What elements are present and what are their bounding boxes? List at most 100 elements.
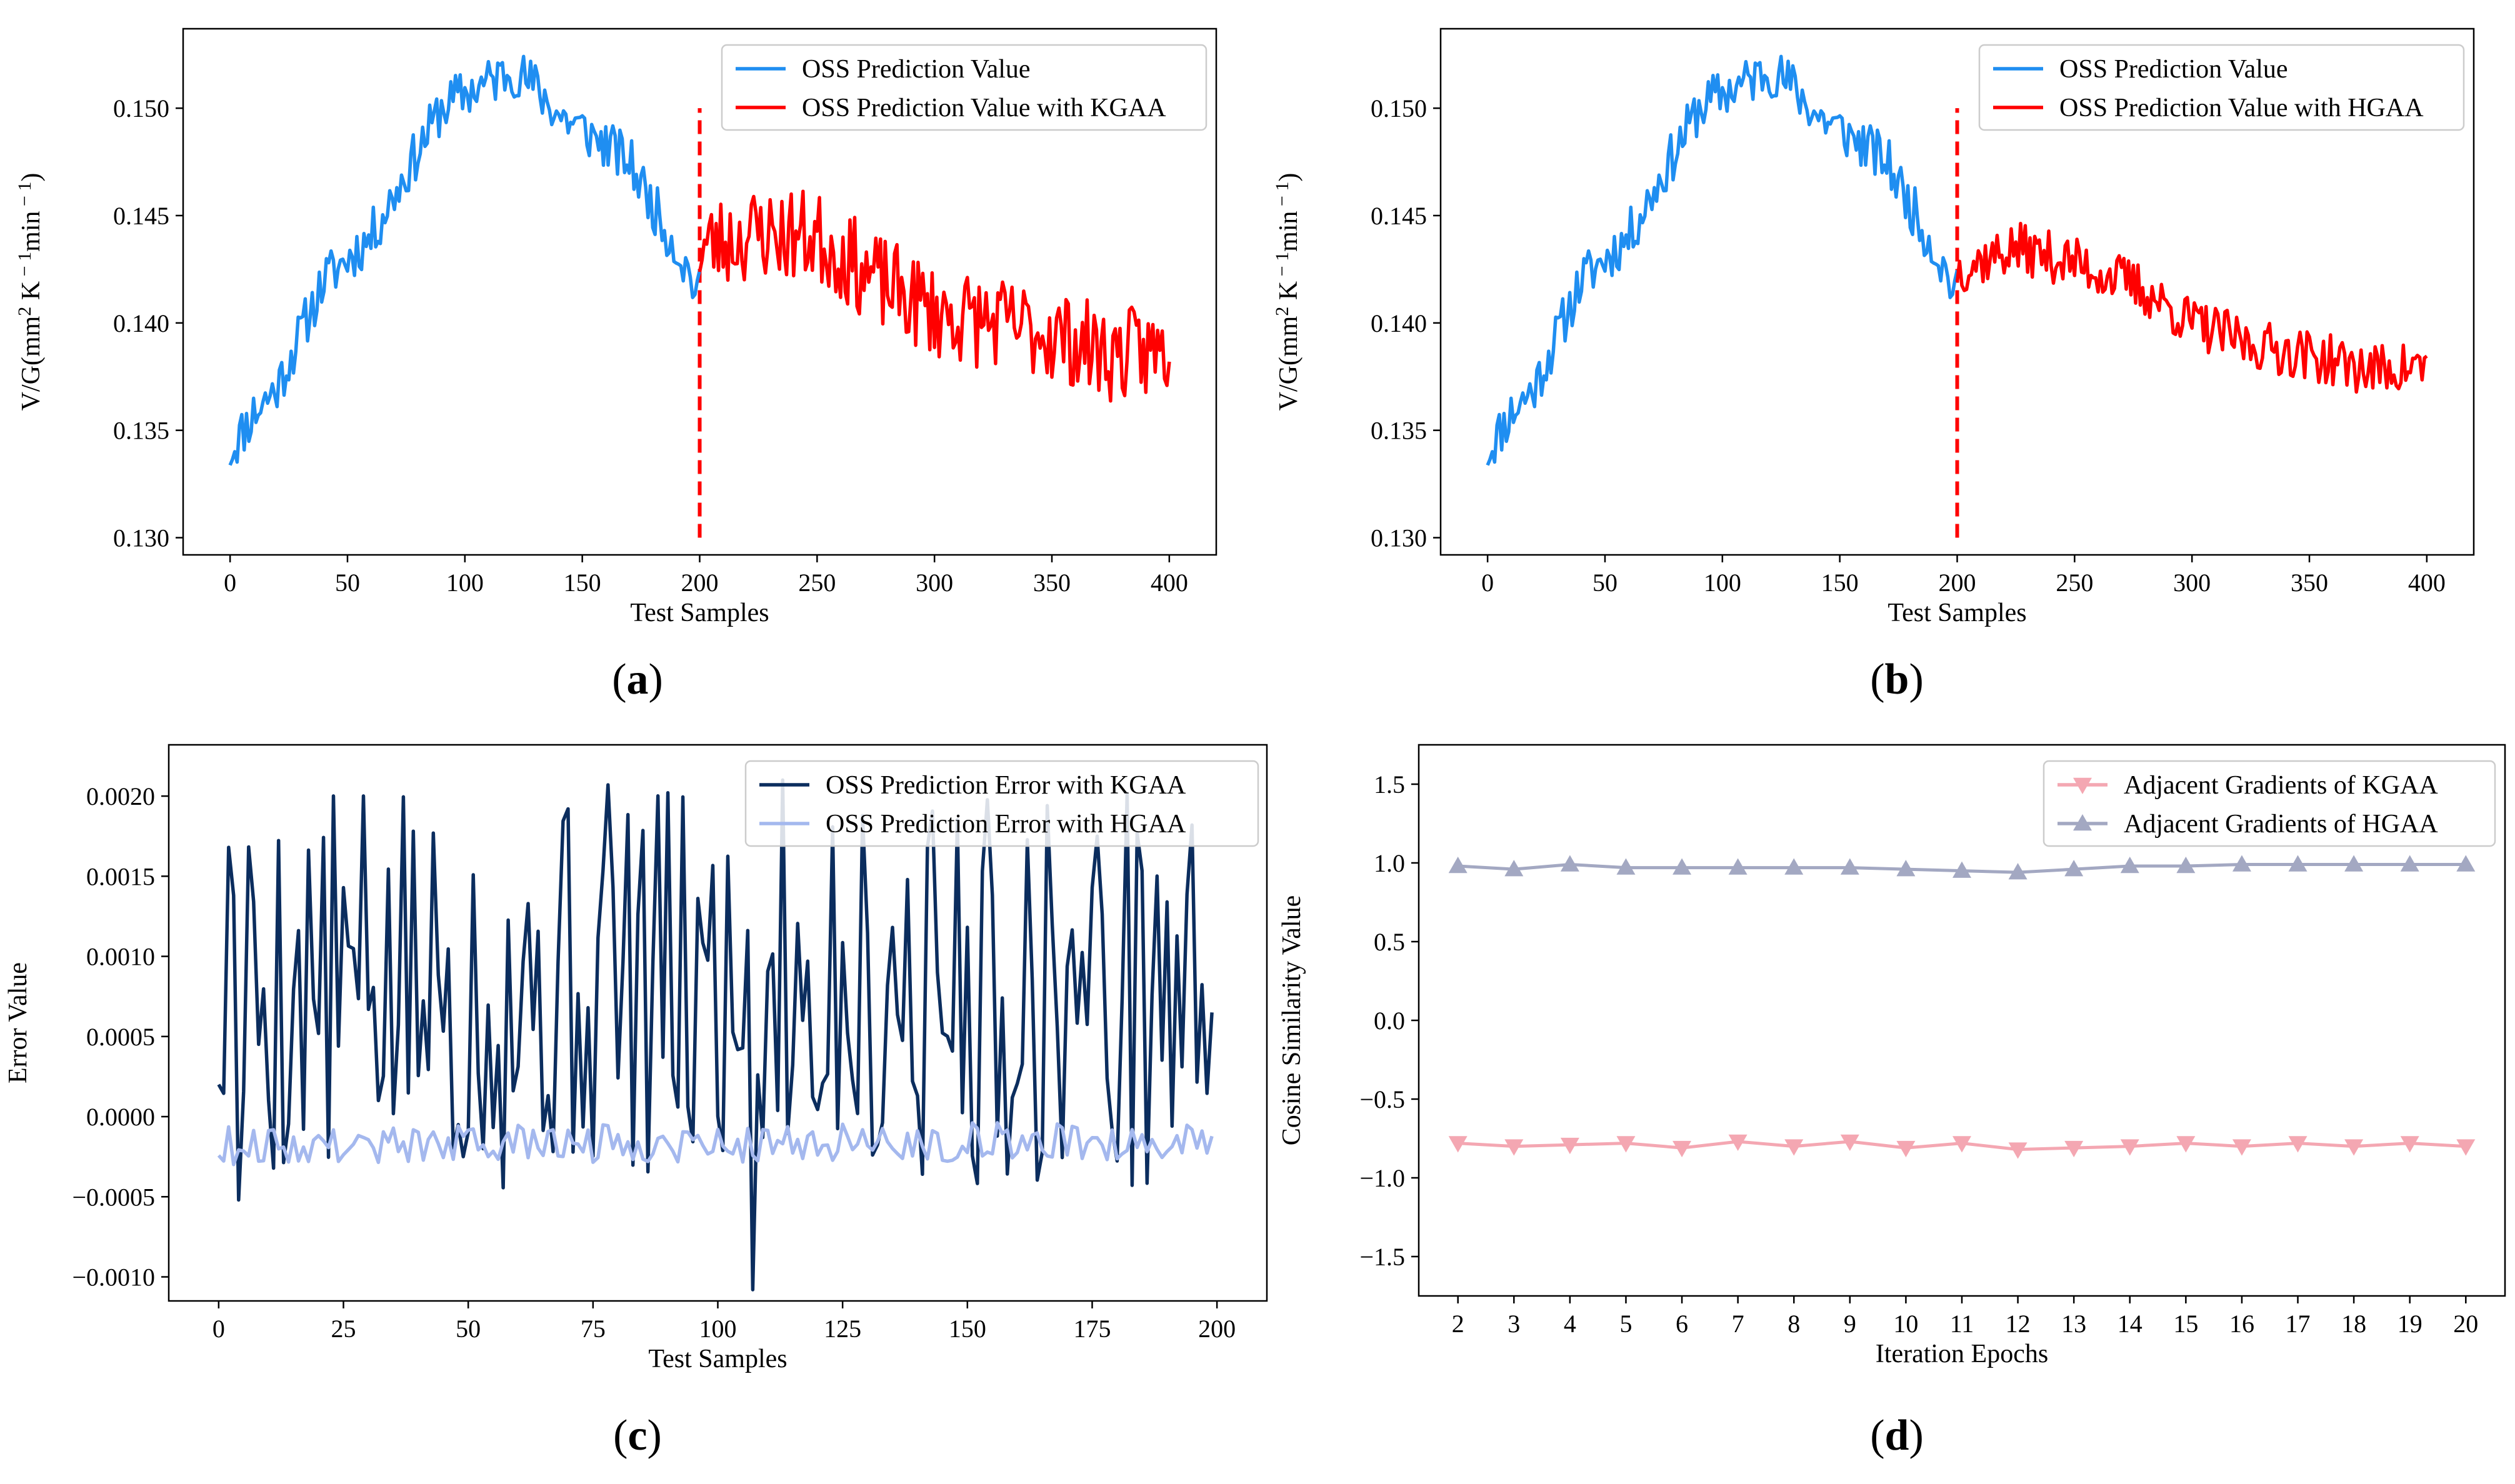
y-axis-label-part: − 1 <box>14 252 35 281</box>
y-axis-label-part: 2 <box>14 307 35 316</box>
data-point-marker <box>1896 860 1916 877</box>
y-tick-label: −1.5 <box>1359 1243 1405 1271</box>
series-line-0 <box>217 778 1214 1292</box>
panel-letter-label: (d) <box>1870 1412 1924 1460</box>
y-axis-label: V/G(mm2 K − 1min − 1) <box>1272 173 1303 411</box>
x-tick-label: 25 <box>331 1315 356 1343</box>
y-tick-label: 0.130 <box>1371 524 1427 552</box>
y-tick-label: 1.0 <box>1374 849 1405 877</box>
y-tick-label: 0.0000 <box>86 1103 155 1131</box>
data-point-marker <box>1616 1136 1636 1153</box>
y-tick-label: 0.130 <box>113 524 169 552</box>
y-tick-label: 0.0020 <box>86 782 155 810</box>
legend-entry-label: OSS Prediction Value with KGAA <box>802 94 1166 122</box>
data-point-marker <box>1504 860 1524 877</box>
data-point-marker <box>1560 1137 1579 1155</box>
panel-label-paren: ( <box>613 1412 628 1460</box>
legend-box <box>721 44 1208 131</box>
x-tick-label: 100 <box>446 569 484 597</box>
panel-label-letter: c <box>628 1412 647 1460</box>
series-line-1 <box>1955 221 2428 394</box>
x-tick-label: 200 <box>681 569 719 597</box>
y-tick-label: −0.0010 <box>72 1263 155 1292</box>
y-tick-label: 0.150 <box>1371 94 1427 122</box>
data-point-marker <box>1728 1134 1748 1152</box>
x-tick-label: 75 <box>581 1315 606 1343</box>
data-point-marker <box>2176 857 2196 874</box>
data-point-marker <box>2064 1140 2084 1158</box>
x-tick-label: 0 <box>212 1315 225 1343</box>
x-tick-label: 300 <box>916 569 953 597</box>
legend: OSS Prediction Error with KGAA OSS Predic… <box>744 760 1259 847</box>
x-tick-label: 16 <box>2229 1310 2254 1338</box>
data-point-marker <box>2232 855 2251 872</box>
y-axis-label: V/G(mm2 K − 1min − 1) <box>14 173 46 411</box>
y-axis-label-part: V/G(mm <box>17 316 46 411</box>
panel-label-letter: d <box>1885 1412 1909 1460</box>
x-tick-label: 14 <box>2118 1310 2142 1338</box>
y-axis-label-part: ) <box>17 173 46 182</box>
data-point-marker <box>1504 1139 1524 1156</box>
chart-panel-d: 2 3 4 5 6 7 8 9 10 11 12 13 14 15 16 17 18 19 20 −1.5 −1.0 −0… <box>1278 744 2506 1460</box>
y-tick-label: 0.0005 <box>86 1023 155 1051</box>
data-point-marker <box>2008 1142 2028 1159</box>
legend-entry-label: OSS Prediction Value <box>802 55 1031 84</box>
panel-label-paren: ( <box>612 655 626 704</box>
x-tick-label: 100 <box>699 1315 737 1343</box>
y-axis-label-part: min <box>1274 211 1303 252</box>
y-axis-label-part: K <box>17 281 46 307</box>
data-point-marker <box>1784 858 1804 875</box>
y-axis-label: Error Value <box>4 962 32 1083</box>
y-axis-label-part: 2 <box>1272 307 1292 316</box>
data-point-marker <box>1840 858 1859 875</box>
panel-label-paren: ( <box>1870 1412 1884 1460</box>
x-tick-label: 150 <box>949 1315 986 1343</box>
panel-label-paren: ) <box>1909 1412 1923 1460</box>
panel-label-paren: ( <box>1870 655 1884 704</box>
series-line-0 <box>1486 54 1959 466</box>
x-tick-label: 175 <box>1073 1315 1111 1343</box>
data-point-marker <box>2344 855 2364 872</box>
y-axis-label-part: − 1 <box>14 182 35 211</box>
y-tick-label: −1.0 <box>1359 1164 1405 1192</box>
y-axis-label-part: − 1 <box>1272 252 1292 281</box>
plot-area <box>1486 54 2428 538</box>
y-tick-label: 0.0015 <box>86 862 155 890</box>
x-tick-label: 150 <box>564 569 601 597</box>
x-tick-label: 200 <box>1198 1315 1236 1343</box>
x-tick-label: 50 <box>456 1315 481 1343</box>
x-tick-label: 0 <box>224 569 236 597</box>
legend-entry-label: OSS Prediction Error with HGAA <box>826 810 1186 839</box>
panel-letter-label: (c) <box>613 1412 662 1460</box>
y-tick-label: 0.145 <box>113 202 169 230</box>
data-point-marker <box>2288 855 2308 872</box>
y-tick-label: 1.5 <box>1374 770 1405 799</box>
chart-panel-b: 0 50 100 150 200 250 300 350 400 0.130 0.135 0.140 0… <box>1272 27 2475 704</box>
chart-panel-a: 0 50 100 150 200 250 300 350 400 0.130 0.135 0.140 0… <box>14 27 1218 704</box>
x-tick-label: 2 <box>1452 1310 1464 1338</box>
x-tick-label: 17 <box>2286 1310 2311 1338</box>
y-tick-label: 0.135 <box>113 417 169 445</box>
x-axis-label: Iteration Epochs <box>1876 1340 2048 1368</box>
x-tick-label: 19 <box>2398 1310 2422 1338</box>
y-tick-label: −0.5 <box>1359 1085 1405 1113</box>
x-tick-label: 10 <box>1893 1310 1918 1338</box>
data-point-marker <box>1672 1140 1692 1158</box>
data-point-marker <box>1448 857 1468 874</box>
legend-entry-label: OSS Prediction Error with KGAA <box>826 771 1186 800</box>
data-point-marker <box>2064 860 2084 877</box>
x-tick-label: 250 <box>2056 569 2093 597</box>
x-tick-label: 9 <box>1844 1310 1856 1338</box>
data-point-marker <box>2176 1136 2196 1153</box>
legend-box <box>2042 760 2496 847</box>
data-point-marker <box>1840 1134 1859 1152</box>
data-point-marker <box>2008 863 2028 880</box>
panel-label-letter: b <box>1885 655 1909 704</box>
legend: OSS Prediction Value OSS Prediction Value… <box>1978 44 2465 131</box>
panel-letter-label: (a) <box>612 655 663 704</box>
x-tick-label: 18 <box>2341 1310 2366 1338</box>
x-axis-label: Test Samples <box>1888 599 2026 627</box>
data-point-marker <box>2073 777 2092 794</box>
